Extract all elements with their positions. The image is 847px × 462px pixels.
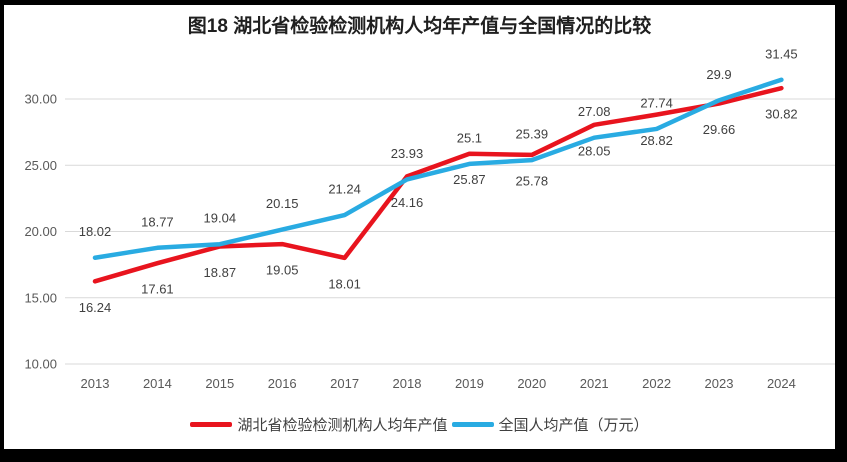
data-label-hubei: 25.78 — [516, 173, 549, 188]
y-axis-tick-label: 15.00 — [24, 290, 57, 305]
legend-label-national: 全国人均产值（万元） — [498, 416, 649, 434]
series-line-national — [92, 77, 784, 260]
data-label-national: 23.93 — [391, 146, 424, 161]
data-label-hubei: 24.16 — [391, 195, 424, 210]
x-axis-label: 2019 — [455, 376, 484, 391]
data-label-national: 29.9 — [706, 67, 731, 82]
y-axis-tick-label: 30.00 — [24, 92, 57, 107]
legend-swatch-hubei — [190, 421, 233, 427]
data-label-hubei: 17.61 — [141, 282, 174, 297]
data-label-national: 18.77 — [141, 214, 174, 229]
x-axis-label: 2014 — [143, 376, 172, 391]
data-label-hubei: 19.05 — [266, 263, 299, 278]
data-label-hubei: 28.82 — [640, 133, 673, 148]
y-axis-tick-label: 10.00 — [24, 357, 57, 372]
x-axis-label: 2016 — [268, 376, 297, 391]
x-axis-label: 2020 — [517, 376, 546, 391]
y-axis-tick-label: 25.00 — [24, 158, 57, 173]
x-axis-label: 2017 — [330, 376, 359, 391]
legend: 湖北省检验检测机构人均年产值 全国人均产值（万元） — [4, 411, 835, 437]
data-label-hubei: 29.66 — [703, 122, 736, 137]
x-axis-label: 2021 — [580, 376, 609, 391]
data-label-national: 19.04 — [204, 211, 237, 226]
legend-item-national: 全国人均产值（万元） — [451, 414, 649, 435]
data-label-hubei: 16.24 — [79, 300, 112, 315]
x-axis-label: 2024 — [767, 376, 796, 391]
legend-item-hubei: 湖北省检验检测机构人均年产值 — [190, 414, 448, 435]
data-label-national: 31.45 — [765, 46, 798, 61]
y-axis-tick-label: 20.00 — [24, 224, 57, 239]
data-label-national: 25.39 — [516, 127, 549, 142]
x-axis-label: 2015 — [205, 376, 234, 391]
data-label-national: 18.02 — [79, 224, 112, 239]
chart-title: 图18 湖北省检验检测机构人均年产值与全国情况的比较 — [187, 16, 652, 37]
data-label-hubei: 28.05 — [578, 143, 611, 158]
data-label-hubei: 30.82 — [765, 107, 798, 122]
data-label-national: 27.08 — [578, 104, 611, 119]
x-axis-label: 2018 — [393, 376, 422, 391]
data-label-hubei: 18.01 — [328, 276, 361, 291]
x-axis-label: 2022 — [642, 376, 671, 391]
data-label-hubei: 18.87 — [204, 265, 237, 280]
series-line-hubei — [92, 85, 784, 284]
data-label-national: 20.15 — [266, 196, 299, 211]
data-label-national: 21.24 — [328, 182, 361, 197]
chart-svg: 10.00 15.00 20.00 25.00 30.00 2013 2014 2015 201… — [24, 46, 835, 391]
legend-swatch-national — [451, 421, 494, 427]
legend-label-hubei: 湖北省检验检测机构人均年产值 — [237, 416, 448, 434]
data-label-national: 27.74 — [640, 95, 673, 110]
data-label-hubei: 25.87 — [453, 172, 486, 187]
x-axis-label: 2023 — [705, 376, 734, 391]
data-label-national: 25.1 — [457, 130, 482, 145]
x-axis-label: 2013 — [81, 376, 110, 391]
